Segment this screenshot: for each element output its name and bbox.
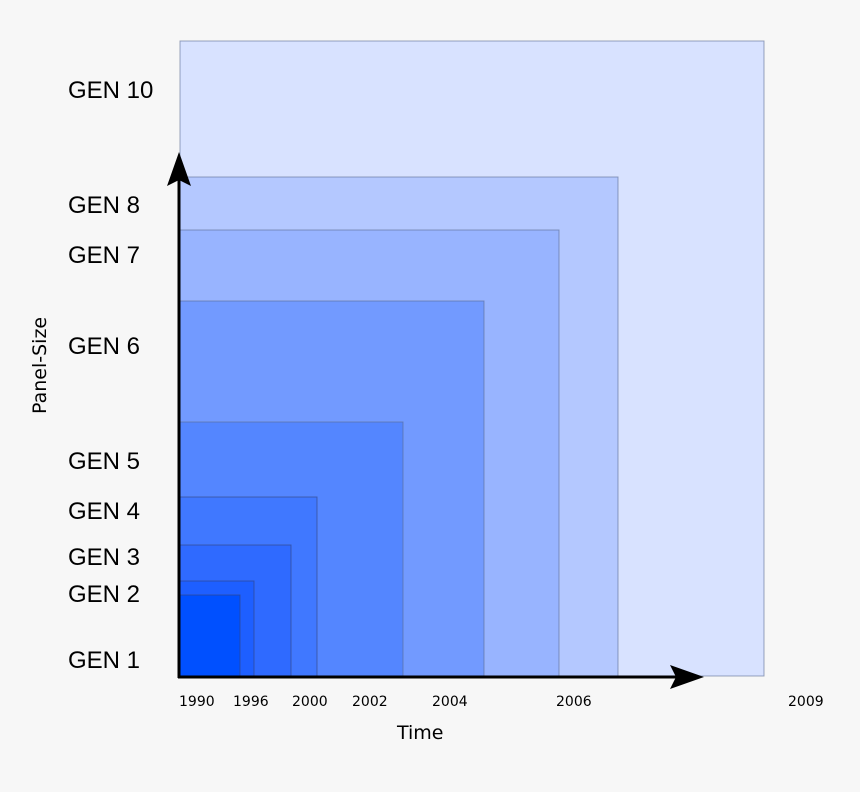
time-label-2009: 2009 xyxy=(788,694,824,710)
x-axis-arrowhead xyxy=(670,665,704,689)
gen-1-rect xyxy=(179,594,241,677)
time-label-2006: 2006 xyxy=(556,694,592,710)
y-axis-arrowhead xyxy=(167,152,191,186)
time-label-2004: 2004 xyxy=(432,694,468,710)
gen-6-label: GEN 6 xyxy=(68,333,140,360)
gen-2-label: GEN 2 xyxy=(68,581,140,608)
generation-rects xyxy=(179,40,765,677)
axes xyxy=(167,152,704,689)
x-axis-title: Time xyxy=(396,722,444,744)
gen-4-label: GEN 4 xyxy=(68,498,140,525)
gen-3-label: GEN 3 xyxy=(68,544,140,571)
gen-8-label: GEN 8 xyxy=(68,192,140,219)
gen-7-label: GEN 7 xyxy=(68,242,140,269)
time-label-1990: 1990 xyxy=(179,694,215,710)
time-label-2002: 2002 xyxy=(352,694,388,710)
gen-5-label: GEN 5 xyxy=(68,448,140,475)
time-label-2000: 2000 xyxy=(292,694,328,710)
generation-labels: GEN 10 GEN 8 GEN 7 GEN 6 GEN 5 GEN 4 GEN… xyxy=(68,77,153,674)
gen-1-label: GEN 1 xyxy=(68,647,140,674)
gen-10-label: GEN 10 xyxy=(68,77,153,104)
y-axis-title: Panel-Size xyxy=(29,317,51,414)
time-label-1996: 1996 xyxy=(233,694,269,710)
time-labels: 1990 1996 2000 2002 2004 2006 2009 xyxy=(179,694,824,710)
